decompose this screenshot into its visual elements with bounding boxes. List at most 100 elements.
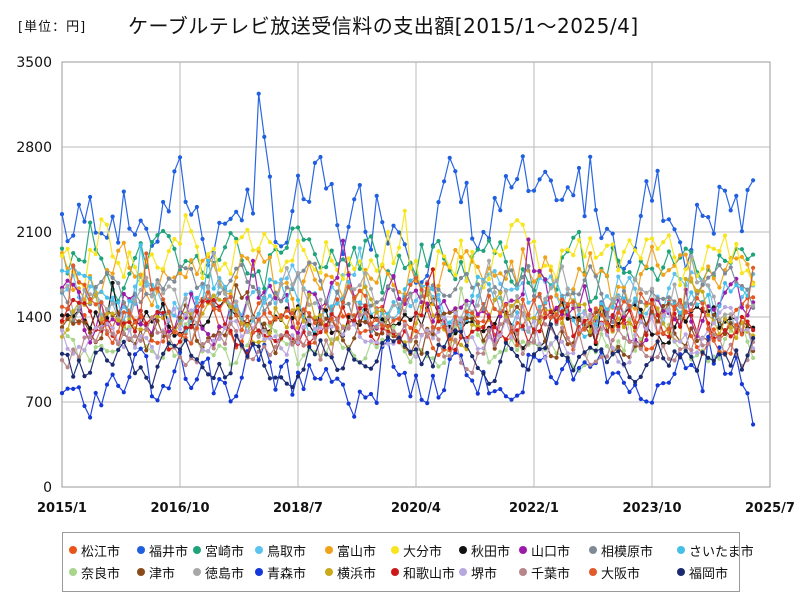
data-point	[295, 297, 301, 303]
data-point	[144, 335, 149, 340]
data-point	[329, 304, 334, 309]
data-point	[413, 258, 419, 263]
data-point	[295, 306, 301, 311]
data-point	[166, 341, 171, 346]
data-point	[661, 218, 666, 223]
data-point	[554, 335, 559, 340]
data-point	[717, 310, 722, 315]
data-point	[436, 238, 441, 244]
data-point	[661, 343, 666, 349]
data-point	[604, 321, 610, 326]
data-point	[273, 344, 278, 350]
data-point	[537, 177, 542, 182]
data-point	[638, 272, 643, 277]
legend-swatch	[325, 568, 333, 576]
data-point	[571, 291, 576, 296]
data-point	[194, 338, 199, 343]
data-point	[711, 321, 716, 326]
data-point	[689, 326, 694, 331]
data-point	[728, 363, 733, 368]
data-point	[520, 351, 525, 356]
data-point	[481, 229, 486, 235]
data-point	[99, 300, 104, 305]
data-point	[621, 325, 627, 330]
data-point	[127, 311, 132, 316]
data-point	[678, 324, 683, 329]
data-point	[245, 227, 250, 232]
data-point	[503, 318, 508, 323]
data-point	[503, 276, 508, 281]
data-point	[442, 344, 447, 350]
data-point	[475, 282, 480, 287]
data-point	[655, 331, 660, 336]
data-point	[312, 252, 317, 257]
data-point	[554, 279, 559, 284]
data-point	[666, 249, 672, 254]
data-point	[621, 249, 627, 254]
data-point	[470, 249, 475, 254]
data-point	[425, 308, 430, 313]
data-point	[245, 279, 250, 284]
data-point	[290, 392, 295, 397]
legend-swatch	[589, 568, 597, 576]
data-point	[694, 296, 700, 301]
data-point	[88, 309, 93, 314]
data-point	[537, 347, 542, 352]
data-point	[492, 325, 497, 330]
data-point	[200, 284, 205, 289]
data-point	[256, 301, 261, 306]
data-point	[217, 324, 222, 329]
data-point	[144, 375, 149, 380]
data-point	[256, 91, 261, 96]
data-point	[458, 342, 464, 347]
data-point	[363, 293, 368, 298]
data-point	[59, 358, 65, 363]
data-point	[520, 222, 525, 227]
data-point	[267, 320, 272, 325]
data-point	[571, 368, 576, 373]
data-point	[599, 332, 604, 337]
data-point	[161, 266, 166, 272]
data-point	[99, 336, 104, 341]
data-point	[228, 328, 233, 333]
series-lines	[59, 91, 756, 427]
data-point	[59, 318, 65, 323]
data-point	[335, 262, 340, 267]
data-point	[194, 326, 199, 331]
data-point	[161, 339, 166, 344]
data-point	[340, 338, 346, 343]
data-point	[728, 312, 733, 317]
data-point	[76, 202, 81, 207]
data-point	[464, 343, 469, 348]
data-point	[475, 303, 480, 308]
data-point	[363, 238, 368, 243]
data-point	[436, 326, 441, 331]
data-point	[509, 259, 514, 264]
data-point	[324, 316, 329, 321]
data-point	[121, 321, 126, 326]
data-point	[593, 295, 598, 300]
data-point	[295, 173, 301, 178]
data-point	[301, 268, 306, 273]
data-point	[509, 303, 514, 309]
data-point	[498, 387, 503, 392]
data-point	[329, 330, 334, 335]
data-point	[520, 339, 525, 344]
data-point	[363, 364, 368, 369]
data-point	[498, 333, 503, 338]
data-point	[722, 371, 728, 376]
data-point	[627, 275, 632, 280]
data-point	[357, 334, 362, 339]
data-point	[706, 264, 711, 269]
data-point	[138, 218, 143, 223]
data-point	[599, 291, 604, 296]
data-point	[335, 275, 340, 280]
data-point	[138, 334, 143, 339]
data-point	[88, 415, 93, 420]
data-point	[610, 297, 615, 302]
data-point	[486, 293, 492, 298]
data-point	[335, 336, 340, 341]
data-point	[599, 355, 604, 360]
data-point	[700, 278, 705, 283]
data-point	[116, 318, 121, 323]
